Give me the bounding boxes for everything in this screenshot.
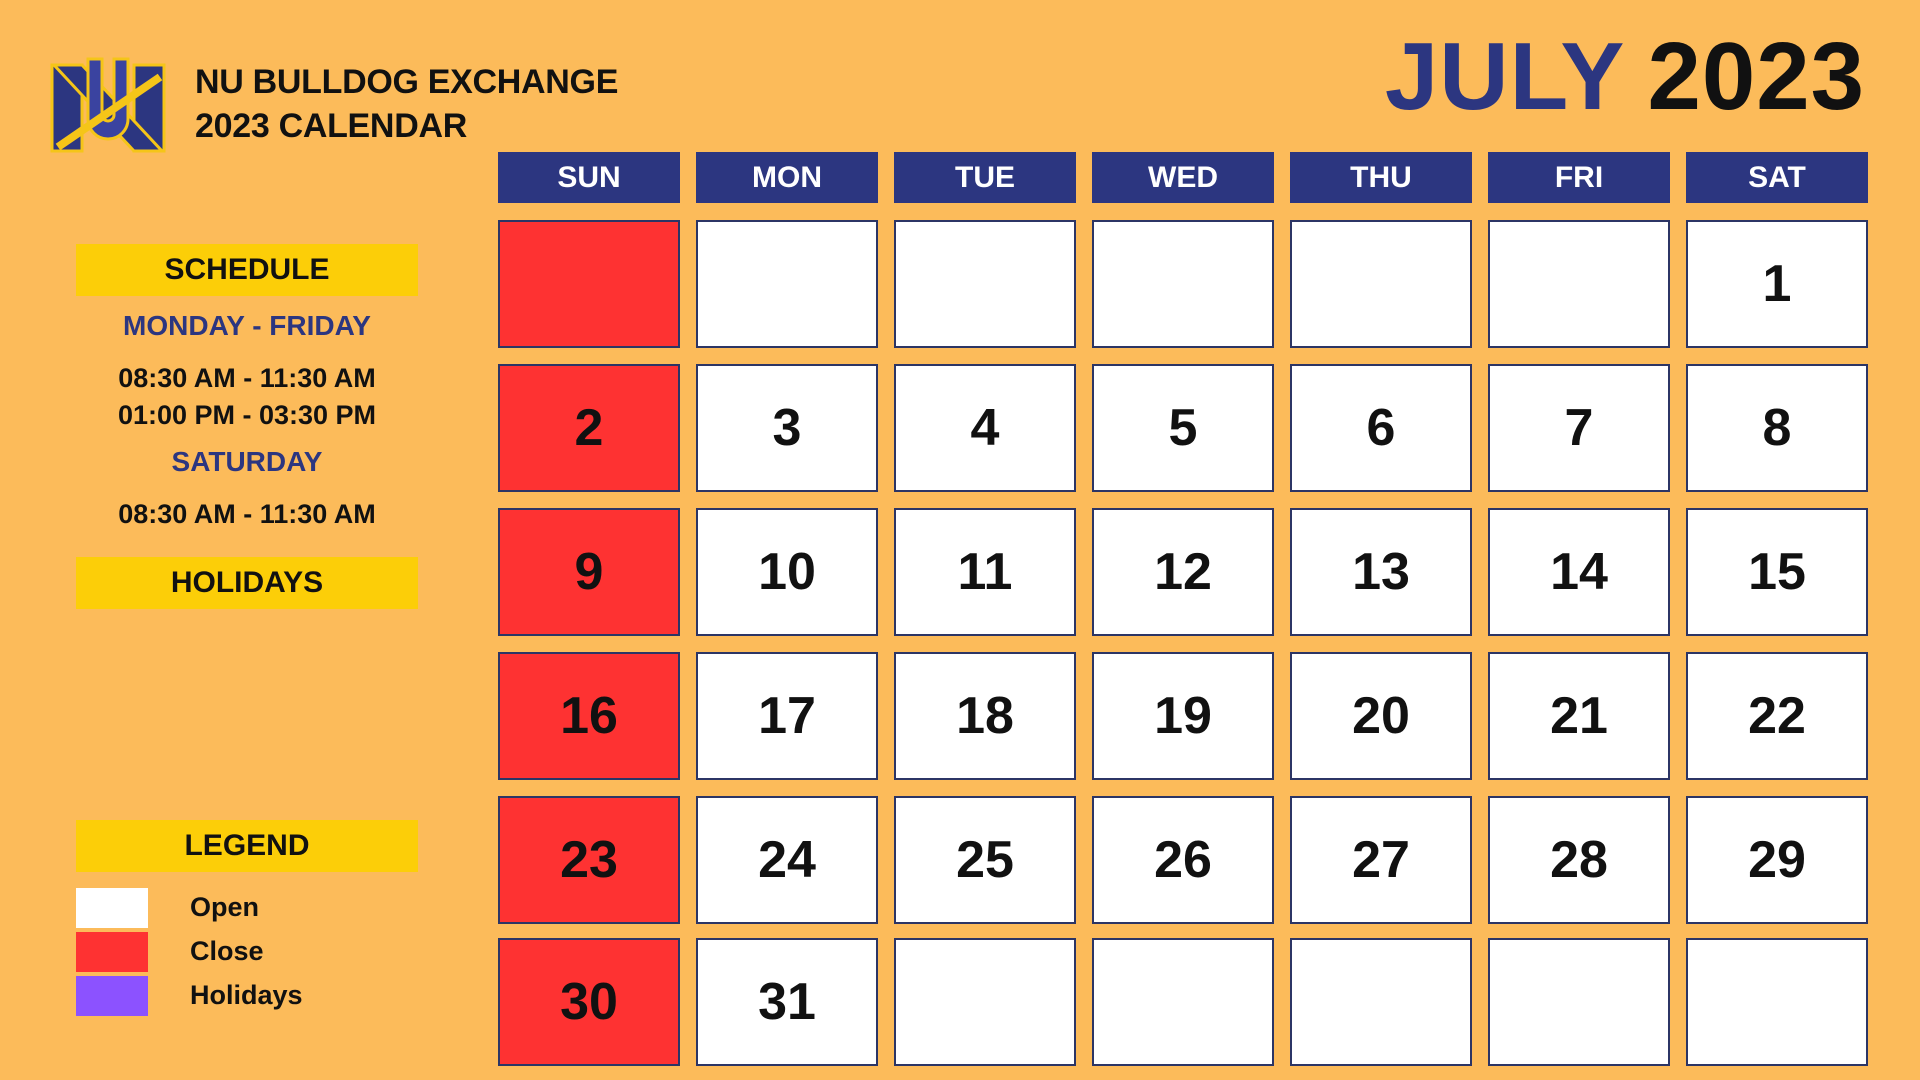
day-cell-22: 22 <box>1686 652 1868 780</box>
day-cell-20: 20 <box>1290 652 1472 780</box>
day-cell-13: 13 <box>1290 508 1472 636</box>
weekday-time-1: 08:30 AM - 11:30 AM <box>118 363 376 393</box>
schedule-heading: SCHEDULE <box>76 244 418 296</box>
day-cell-17: 17 <box>696 652 878 780</box>
open-swatch <box>76 888 148 928</box>
empty-day-cell <box>894 220 1076 348</box>
day-header-mon: MON <box>696 152 878 203</box>
day-cell-18: 18 <box>894 652 1076 780</box>
empty-day-cell <box>1488 938 1670 1066</box>
saturday-time-1: 08:30 AM - 11:30 AM <box>118 499 376 529</box>
legend-item-holidays <box>76 976 148 1016</box>
legend-label-holidays: Holidays <box>190 980 303 1010</box>
day-cell-27: 27 <box>1290 796 1472 924</box>
day-cell-2: 2 <box>498 364 680 492</box>
day-cell-9: 9 <box>498 508 680 636</box>
empty-day-cell <box>1290 220 1472 348</box>
day-cell-16: 16 <box>498 652 680 780</box>
day-cell-19: 19 <box>1092 652 1274 780</box>
nu-bulldog-logo-icon <box>50 57 166 153</box>
weekday-times: 08:30 AM - 11:30 AM 01:00 PM - 03:30 PM <box>76 360 418 434</box>
day-cell-4: 4 <box>894 364 1076 492</box>
holidays-swatch <box>76 976 148 1016</box>
day-cell-11: 11 <box>894 508 1076 636</box>
day-cell-23: 23 <box>498 796 680 924</box>
org-line-1: NU BULLDOG EXCHANGE <box>195 63 619 101</box>
day-header-wed: WED <box>1092 152 1274 203</box>
empty-day-cell <box>1686 938 1868 1066</box>
day-cell-26: 26 <box>1092 796 1274 924</box>
month-year-title: JULY 2023 <box>1385 22 1865 132</box>
weekday-label: MONDAY - FRIDAY <box>123 310 371 341</box>
legend-label-close: Close <box>190 936 264 966</box>
weekday-time-2: 01:00 PM - 03:30 PM <box>117 400 377 430</box>
empty-day-cell <box>498 220 680 348</box>
day-cell-30: 30 <box>498 938 680 1066</box>
day-header-sat: SAT <box>1686 152 1868 203</box>
day-cell-1: 1 <box>1686 220 1868 348</box>
day-cell-28: 28 <box>1488 796 1670 924</box>
legend-item-open <box>76 888 148 928</box>
saturday-times: 08:30 AM - 11:30 AM <box>76 496 418 533</box>
holidays-heading: HOLIDAYS <box>76 557 418 609</box>
saturday-label: SATURDAY <box>171 446 323 477</box>
day-cell-15: 15 <box>1686 508 1868 636</box>
day-cell-21: 21 <box>1488 652 1670 780</box>
day-cell-3: 3 <box>696 364 878 492</box>
org-line-2: 2023 CALENDAR <box>195 107 467 145</box>
day-cell-6: 6 <box>1290 364 1472 492</box>
day-cell-14: 14 <box>1488 508 1670 636</box>
legend-label-open: Open <box>190 892 260 922</box>
empty-day-cell <box>1488 220 1670 348</box>
legend-item-close <box>76 932 148 972</box>
day-cell-29: 29 <box>1686 796 1868 924</box>
day-cell-10: 10 <box>696 508 878 636</box>
empty-day-cell <box>1092 938 1274 1066</box>
year-label: 2023 <box>1647 23 1865 130</box>
day-header-thu: THU <box>1290 152 1472 203</box>
month-label: JULY <box>1384 23 1626 130</box>
day-cell-8: 8 <box>1686 364 1868 492</box>
day-cell-31: 31 <box>696 938 878 1066</box>
legend-heading: LEGEND <box>76 820 418 872</box>
day-header-sun: SUN <box>498 152 680 203</box>
day-cell-24: 24 <box>696 796 878 924</box>
day-cell-25: 25 <box>894 796 1076 924</box>
organization-title: NU BULLDOG EXCHANGE 2023 CALENDAR <box>195 60 618 148</box>
day-cell-12: 12 <box>1092 508 1274 636</box>
empty-day-cell <box>696 220 878 348</box>
day-header-fri: FRI <box>1488 152 1670 203</box>
day-cell-5: 5 <box>1092 364 1274 492</box>
day-header-tue: TUE <box>894 152 1076 203</box>
day-cell-7: 7 <box>1488 364 1670 492</box>
empty-day-cell <box>1092 220 1274 348</box>
empty-day-cell <box>894 938 1076 1066</box>
empty-day-cell <box>1290 938 1472 1066</box>
close-swatch <box>76 932 148 972</box>
